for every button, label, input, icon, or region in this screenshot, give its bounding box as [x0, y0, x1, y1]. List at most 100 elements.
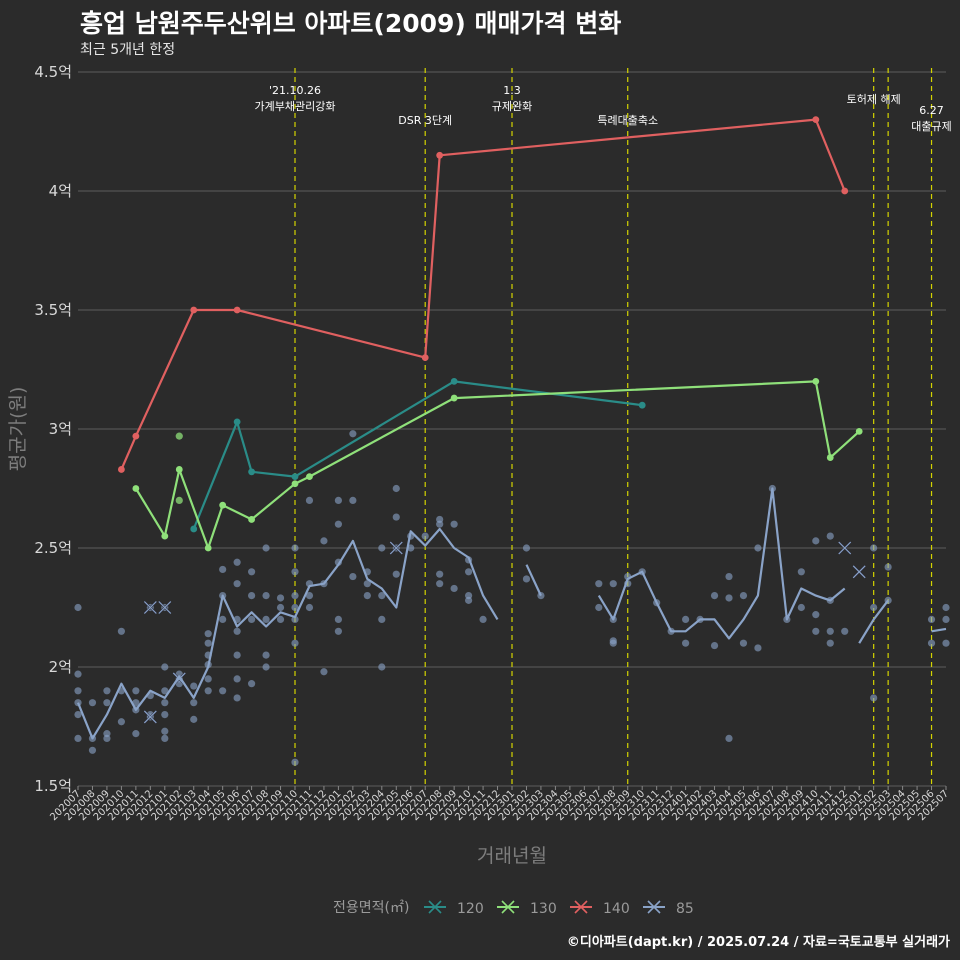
- data-point-85: [870, 694, 878, 702]
- data-point-85: [595, 603, 603, 612]
- y-tick-label: 4.5억: [34, 63, 72, 81]
- data-point-85: [522, 544, 531, 552]
- data-point-85: [291, 758, 299, 766]
- series-point-130: [175, 466, 183, 473]
- legend-label: 85: [676, 901, 694, 917]
- data-point-85: [74, 687, 82, 695]
- data-point-85: [276, 603, 285, 612]
- series-point-120: [190, 525, 198, 533]
- data-point-85: [103, 734, 111, 743]
- data-point-85: [465, 568, 473, 576]
- data-point-85: [74, 734, 82, 743]
- data-point-85: [739, 592, 748, 600]
- legend: 전용면적(㎡) 120 130 140 85: [333, 900, 694, 917]
- y-tick-label: 4억: [49, 182, 72, 200]
- data-point-85: [710, 641, 719, 650]
- legend-label: 130: [530, 901, 557, 917]
- data-point-85: [233, 627, 241, 635]
- data-point-85: [291, 615, 299, 624]
- data-point-85: [262, 663, 270, 671]
- data-point-85: [219, 615, 227, 624]
- series-point-120: [291, 473, 299, 480]
- data-point-85: [233, 675, 241, 683]
- data-point-85: [74, 711, 82, 719]
- data-point-85: [88, 746, 97, 754]
- data-point-85: [334, 520, 342, 528]
- series-line-85: [597, 487, 846, 640]
- series-lines: [76, 116, 947, 740]
- data-point-85: [190, 699, 198, 707]
- series-point-130: [450, 394, 458, 402]
- series-point-130: [291, 480, 299, 488]
- data-point-85: [870, 544, 878, 552]
- data-point-85: [204, 675, 212, 683]
- event-annotation: 가계부채관리강화: [255, 100, 336, 113]
- data-point-85: [710, 592, 719, 600]
- y-tick-label: 2.5억: [34, 539, 72, 557]
- series-point-140: [118, 466, 125, 473]
- series-line-120: [192, 380, 643, 530]
- data-point-85: [161, 663, 169, 671]
- y-axis-title: 평균가(원): [7, 387, 29, 472]
- data-point-85: [682, 639, 690, 647]
- cross-marker: [852, 565, 866, 579]
- data-point-85: [161, 687, 169, 695]
- data-point-85: [349, 430, 357, 438]
- data-point-85: [233, 580, 241, 588]
- event-annotation: 규제완화: [492, 100, 532, 113]
- y-tick-label: 2억: [49, 658, 72, 676]
- series-point-130: [248, 516, 256, 523]
- legend-title: 전용면적(㎡): [333, 900, 409, 916]
- data-point-85: [334, 496, 342, 504]
- series-point-130: [855, 427, 863, 435]
- data-point-85: [262, 592, 270, 600]
- data-point-85: [725, 594, 733, 602]
- series-line-140: [120, 118, 846, 470]
- data-point-85: [320, 668, 328, 676]
- data-point-85: [161, 711, 169, 719]
- data-point-85: [942, 603, 950, 612]
- cross-marker: [158, 601, 172, 614]
- data-point-85: [334, 627, 342, 635]
- event-annotation: 대출규제: [911, 120, 951, 133]
- data-point-85: [233, 694, 241, 702]
- data-point-85: [363, 592, 371, 600]
- data-point-85: [927, 639, 936, 647]
- data-point-85: [190, 715, 198, 723]
- legend-cross: [647, 900, 661, 914]
- series-point-130: [826, 454, 834, 461]
- series-point-120: [450, 378, 458, 385]
- data-point-85: [248, 615, 256, 624]
- data-point-85: [826, 639, 834, 647]
- series-point-120: [638, 401, 646, 409]
- data-point-85: [378, 592, 386, 600]
- data-point-85: [378, 544, 386, 552]
- legend-cross: [501, 900, 515, 914]
- y-tick-label: 3억: [49, 420, 72, 438]
- data-point-85: [305, 592, 314, 600]
- cross-marker: [838, 541, 852, 555]
- legend-cross: [574, 900, 588, 914]
- series-point-130: [812, 378, 820, 385]
- series-point-130: [132, 485, 140, 492]
- data-point-85: [117, 627, 125, 635]
- data-point-85: [927, 615, 936, 624]
- data-point-85: [363, 580, 371, 588]
- y-tick-label: 1.5억: [34, 777, 72, 795]
- data-point-85: [276, 594, 285, 602]
- data-point-85: [826, 532, 834, 540]
- data-point-85: [942, 615, 950, 624]
- data-point-85: [812, 611, 820, 619]
- legend-label: 140: [603, 901, 630, 917]
- data-point-85: [161, 734, 169, 743]
- data-point-85: [132, 730, 140, 738]
- data-point-85: [450, 520, 458, 528]
- data-point-85: [305, 496, 314, 504]
- data-point-85: [797, 568, 805, 576]
- chart-subtitle: 최근 5개년 한정: [80, 42, 176, 58]
- data-point-85: [248, 680, 256, 688]
- data-point-85: [609, 580, 617, 588]
- series-point-140: [812, 116, 820, 123]
